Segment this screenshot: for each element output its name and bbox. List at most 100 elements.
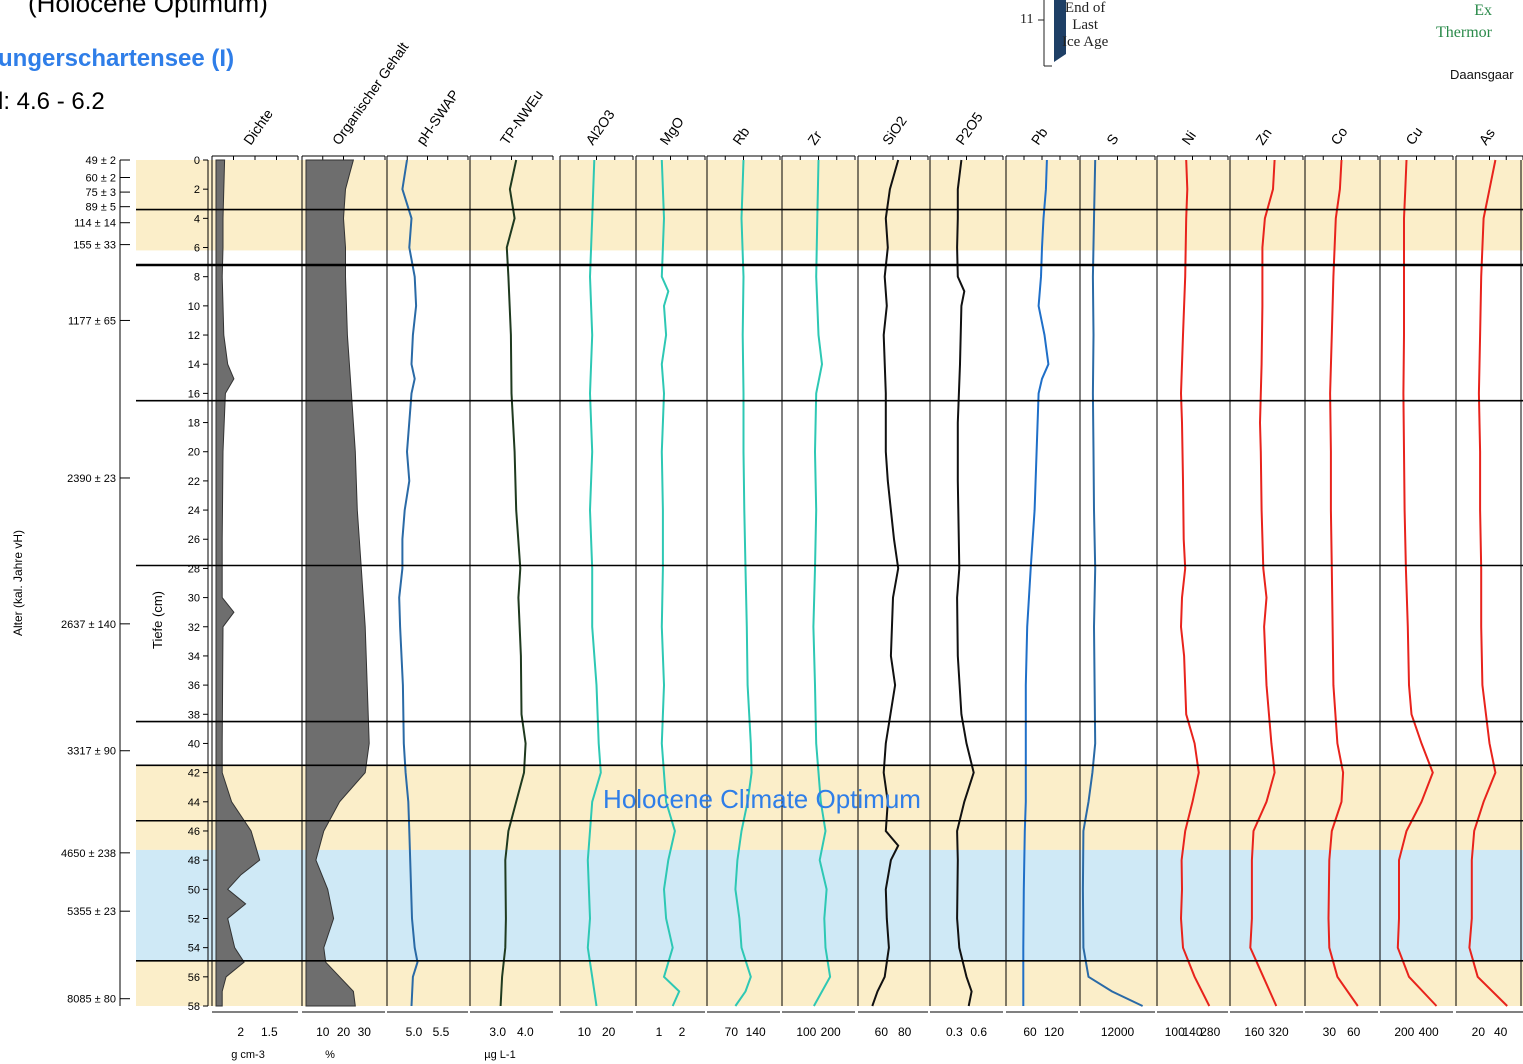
panel-s: S 12000 (1079, 131, 1156, 1039)
age-tick-label: 49 ± 2 (85, 155, 116, 167)
depth-tick-label: 0 (194, 155, 200, 167)
age-tick-label: 89 ± 5 (85, 202, 116, 214)
age-tick-label: 60 ± 2 (85, 173, 116, 185)
series-tick-label: 160 (1244, 1025, 1264, 1039)
series-tick-label: 60 (875, 1025, 889, 1039)
series-tick-label: 280 (1200, 1025, 1220, 1039)
series-tick-label: 40 (1494, 1025, 1508, 1039)
age-tick-label: 8085 ± 80 (67, 994, 116, 1006)
series-header-p2o5: P2O5 (952, 109, 986, 148)
series-header-pb: Pb (1028, 124, 1051, 147)
depth-tick-label: 6 (194, 243, 200, 255)
band-2 (136, 849, 1523, 961)
depth-tick-label: 10 (188, 301, 200, 313)
depth-tick-label: 44 (188, 797, 200, 809)
depth-tick-label: 20 (188, 447, 200, 459)
depth-tick-label: 32 (188, 622, 200, 634)
series-tick-label: 10 (316, 1025, 330, 1039)
reference-fragment: Ex Thermor (1436, 2, 1492, 41)
series-header-mgo: MgO (656, 114, 687, 148)
series-line-sio2 (871, 159, 900, 1007)
series-tick-label: 4.0 (517, 1025, 534, 1039)
series-line-al2o3 (586, 159, 602, 1007)
series-area-organischer-gehalt (305, 159, 370, 1007)
ice-wedge-icon (1054, 0, 1066, 62)
series-header-zr: Zr (804, 127, 825, 147)
depth-tick-label: 54 (188, 943, 200, 955)
depth-tick-label: 58 (188, 1001, 200, 1013)
series-line-s (1081, 159, 1144, 1007)
series-header-rb: Rb (729, 124, 752, 148)
depth-tick-label: 16 (188, 388, 200, 400)
series-tick-label: 20 (337, 1025, 351, 1039)
series-line-co (1327, 159, 1359, 1007)
depth-tick-label: 22 (188, 476, 200, 488)
unit-label: µg L-1 (484, 1049, 515, 1061)
age-tick-label: 1177 ± 65 (68, 315, 116, 327)
series-tick-label: 200 (821, 1025, 841, 1039)
series-tick-label: 0.3 (946, 1025, 963, 1039)
series-line-p2o5 (956, 159, 975, 1007)
series-header-zn: Zn (1252, 125, 1274, 148)
band-1 (136, 765, 1523, 850)
series-tick-label: 20 (1472, 1025, 1486, 1039)
band-0 (136, 160, 1523, 251)
unit-label: % (325, 1049, 335, 1061)
series-header-ph-swap: pH-SWAP (413, 87, 462, 148)
depth-tick-label: 4 (194, 213, 200, 225)
series-line-zr (812, 159, 832, 1007)
climate-optimum-annotation: Holocene Climate Optimum (603, 784, 921, 814)
series-tick-label: 3.0 (489, 1025, 506, 1039)
series-tick-label: 30 (1323, 1025, 1337, 1039)
series-header-ni: Ni (1178, 128, 1199, 148)
series-tick-label: 200 (1394, 1025, 1414, 1039)
series-tick-label: 5.0 (406, 1025, 423, 1039)
series-tick-label: 400 (1419, 1025, 1439, 1039)
depth-tick-label: 28 (188, 563, 200, 575)
series-header-co: Co (1327, 124, 1350, 148)
panel-cu: Cu 200 400 (1379, 124, 1454, 1039)
age-tick-label: 5355 ± 23 (67, 906, 116, 918)
ph-range-label: l: 4.6 - 6.2 (0, 88, 105, 115)
series-tick-label: 120 (1044, 1025, 1064, 1039)
series-tick-label: 1 (656, 1025, 663, 1039)
depth-tick-label: 24 (188, 505, 200, 517)
depth-tick-label: 50 (188, 884, 200, 896)
series-tick-label: 10 (578, 1025, 592, 1039)
depth-tick-label: 52 (188, 913, 200, 925)
age-tick-label: 3317 ± 90 (67, 746, 116, 758)
age-axis-title: Alter (kal. Jahre vH) (11, 530, 25, 636)
series-header-s: S (1103, 131, 1121, 148)
panel-zn: Zn 160 320 (1229, 125, 1304, 1039)
series-tick-label: 1.5 (261, 1025, 278, 1039)
depth-tick-label: 2 (194, 184, 200, 196)
age-tick-label: 155 ± 33 (73, 240, 116, 252)
series-line-ph-swap (398, 159, 419, 1007)
series-tick-label: 0.6 (970, 1025, 987, 1039)
age-tick-label: 75 ± 3 (85, 187, 116, 199)
series-line-zn (1249, 159, 1278, 1007)
series-header-al2o3: Al2O3 (582, 106, 618, 147)
series-tick-label: 5.5 (433, 1025, 450, 1039)
depth-tick-label: 18 (188, 418, 200, 430)
depth-tick-label: 14 (188, 359, 200, 371)
panel-as: As 20 40 (1455, 125, 1523, 1039)
panel-co: Co 30 60 (1304, 124, 1379, 1039)
age-tick-label: 4650 ± 238 (61, 848, 116, 860)
series-tick-label: 140 (746, 1025, 766, 1039)
depth-tick-label: 46 (188, 826, 200, 838)
ice-age-inset (1018, 0, 1158, 80)
series-line-as (1468, 159, 1508, 1007)
panel-zr: Zr 100 200 (781, 127, 856, 1039)
depth-tick-label: 34 (188, 651, 200, 663)
depth-tick-label: 12 (188, 330, 200, 342)
series-header-organischer-gehalt: Organischer Gehalt (329, 39, 412, 148)
depth-tick-label: 36 (188, 680, 200, 692)
depth-tick-label: 42 (188, 768, 200, 780)
series-header-cu: Cu (1402, 124, 1425, 148)
series-tick-label: 100 (1165, 1025, 1185, 1039)
series-tick-label: 12000 (1101, 1025, 1135, 1039)
series-tick-label: 80 (898, 1025, 912, 1039)
